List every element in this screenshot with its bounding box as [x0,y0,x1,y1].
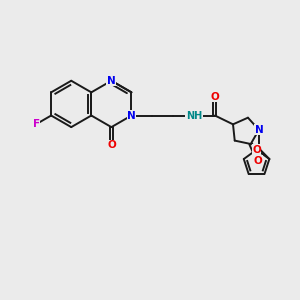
Text: O: O [211,92,219,102]
Text: F: F [32,119,40,129]
Text: N: N [127,110,136,121]
Text: N: N [254,125,263,135]
Text: O: O [254,155,262,166]
Text: NH: NH [186,110,202,121]
Text: O: O [252,145,261,155]
Text: N: N [107,76,116,86]
Text: O: O [107,140,116,150]
